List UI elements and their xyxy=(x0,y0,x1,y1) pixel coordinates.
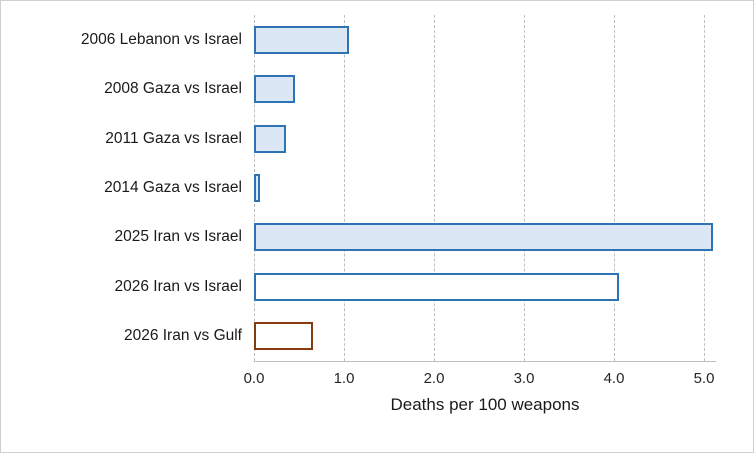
gridline xyxy=(434,15,435,361)
category-label: 2026 Iran vs Israel xyxy=(114,277,242,295)
bar xyxy=(254,25,349,54)
bar-row: 2025 Iran vs Israel xyxy=(1,213,753,262)
category-label: 2026 Iran vs Gulf xyxy=(123,327,242,345)
bar-row: 2026 Iran vs Gulf xyxy=(1,312,753,361)
category-label: 2008 Gaza vs Israel xyxy=(104,80,242,98)
gridline xyxy=(704,15,705,361)
bar xyxy=(254,272,619,301)
bar-row: 2006 Lebanon vs Israel xyxy=(1,15,753,64)
category-label: 2025 Iran vs Israel xyxy=(114,228,242,246)
bar xyxy=(254,322,313,351)
gridline xyxy=(614,15,615,361)
gridline xyxy=(344,15,345,361)
x-tick-label: 4.0 xyxy=(603,370,625,387)
x-axis-title: Deaths per 100 weapons xyxy=(390,395,580,414)
category-label: 2011 Gaza vs Israel xyxy=(105,129,242,147)
x-tick-label: 0.0 xyxy=(243,370,265,387)
bar-row: 2026 Iran vs Israel xyxy=(1,262,753,311)
bar-row: 2014 Gaza vs Israel xyxy=(1,163,753,212)
category-label: 2014 Gaza vs Israel xyxy=(104,178,242,196)
x-tick-label: 5.0 xyxy=(693,370,715,387)
bar xyxy=(254,173,261,202)
x-tick-label: 2.0 xyxy=(423,370,445,387)
gridline xyxy=(524,15,525,361)
category-label: 2006 Lebanon vs Israel xyxy=(80,30,242,48)
bar xyxy=(254,223,713,252)
x-tick-label: 3.0 xyxy=(513,370,535,387)
bar-row: 2011 Gaza vs Israel xyxy=(1,114,753,163)
x-tick-label: 1.0 xyxy=(333,370,355,387)
bar xyxy=(254,75,295,104)
bar-row: 2008 Gaza vs Israel xyxy=(1,64,753,113)
bar xyxy=(254,124,286,153)
